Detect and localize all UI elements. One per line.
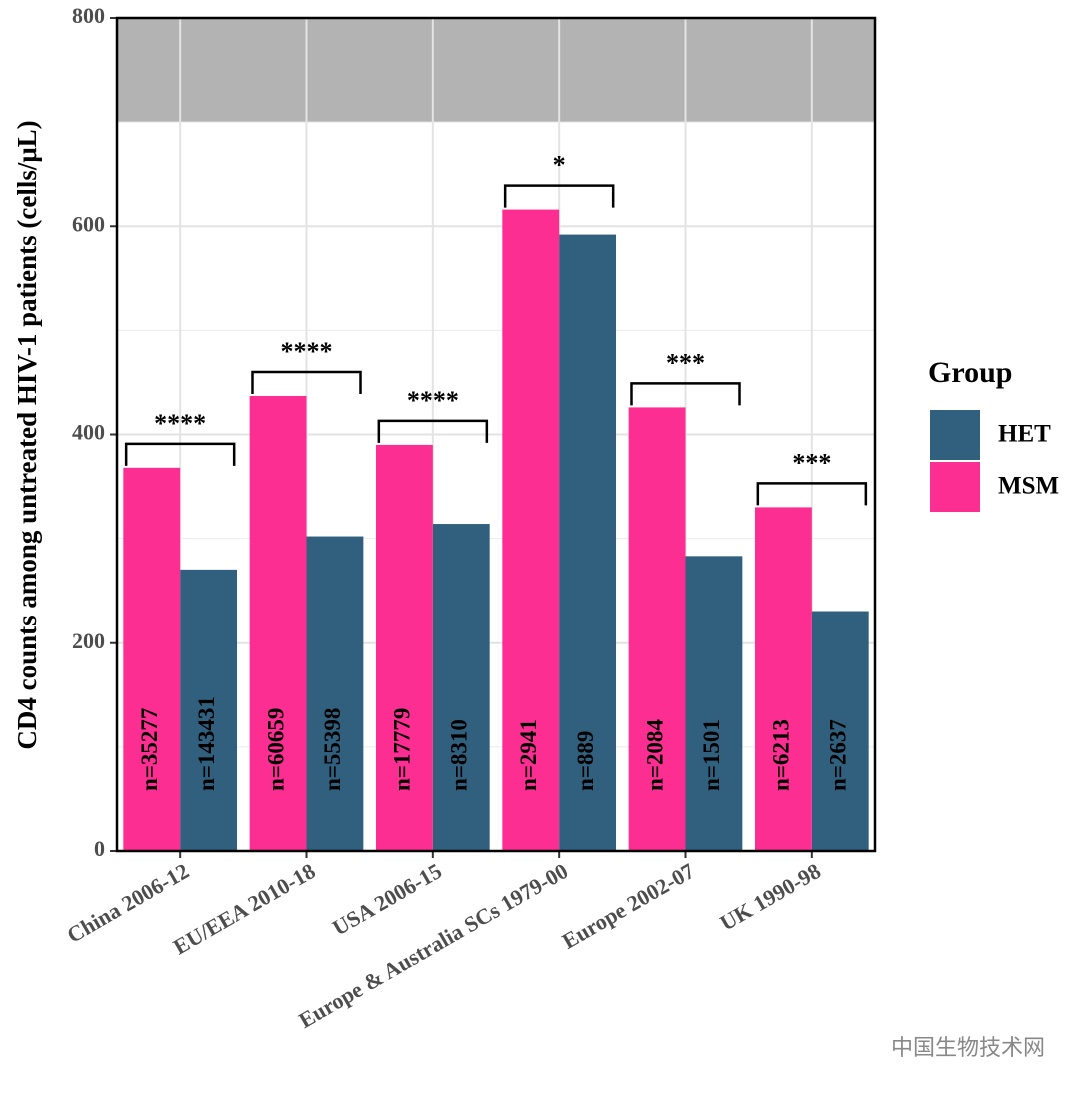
sample-size-label: n=60659 <box>263 708 288 791</box>
legend-label: MSM <box>998 473 1059 500</box>
significance-label: *** <box>666 348 705 377</box>
significance-bracket <box>377 419 489 443</box>
x-tick-label: UK 1990-98 <box>716 858 825 936</box>
sample-size-label: n=8310 <box>447 719 472 791</box>
bar <box>502 209 560 852</box>
sample-size-label: n=17779 <box>390 708 415 791</box>
y-tick-label: 800 <box>72 3 105 28</box>
sample-size-label: n=2941 <box>516 719 541 791</box>
bar <box>180 569 238 851</box>
sample-size-label: n=143431 <box>194 696 219 791</box>
significance-label: **** <box>154 409 206 438</box>
bar <box>685 556 743 851</box>
significance-bracket <box>503 184 615 208</box>
legend-key <box>930 410 980 460</box>
sample-size-label: n=6213 <box>769 719 794 791</box>
x-tick-label: EU/EEA 2010-18 <box>169 858 320 959</box>
significance-bracket <box>630 382 741 406</box>
significance-label: **** <box>281 337 333 366</box>
bar <box>123 467 181 851</box>
bar <box>306 536 364 851</box>
y-tick-label: 400 <box>72 420 105 445</box>
sample-size-label: n=889 <box>573 731 598 791</box>
sample-size-label: n=35277 <box>137 708 162 791</box>
bar <box>249 395 307 851</box>
shaded-region <box>117 18 875 123</box>
x-tick-label: Europe 2002-07 <box>558 858 699 954</box>
legend-key <box>930 462 980 512</box>
significance-label: *** <box>792 448 831 477</box>
y-tick-label: 200 <box>72 628 105 653</box>
y-axis-title: CD4 counts among untreated HIV-1 patient… <box>12 120 42 749</box>
plot-border <box>115 16 877 853</box>
sample-size-label: n=2084 <box>642 719 667 791</box>
legend-label: HET <box>998 421 1051 448</box>
sample-size-label: n=55398 <box>320 708 345 791</box>
significance-bracket <box>251 370 362 394</box>
bar <box>754 507 812 851</box>
x-tick-label: USA 2006-15 <box>328 858 446 940</box>
sample-size-label: n=2637 <box>826 719 851 791</box>
bar <box>628 407 686 851</box>
significance-bracket <box>124 442 236 466</box>
sample-size-label: n=1501 <box>699 719 724 791</box>
bar <box>432 524 490 851</box>
significance-label: * <box>553 151 566 180</box>
bar <box>811 611 869 851</box>
bar <box>375 444 433 851</box>
y-tick-label: 600 <box>72 211 105 236</box>
y-tick-label: 0 <box>94 836 105 861</box>
watermark: 中国生物技术网 <box>891 1035 1045 1060</box>
significance-label: **** <box>407 386 459 415</box>
significance-bracket <box>756 482 868 506</box>
bar <box>559 234 617 851</box>
legend-title: Group <box>928 356 1012 389</box>
